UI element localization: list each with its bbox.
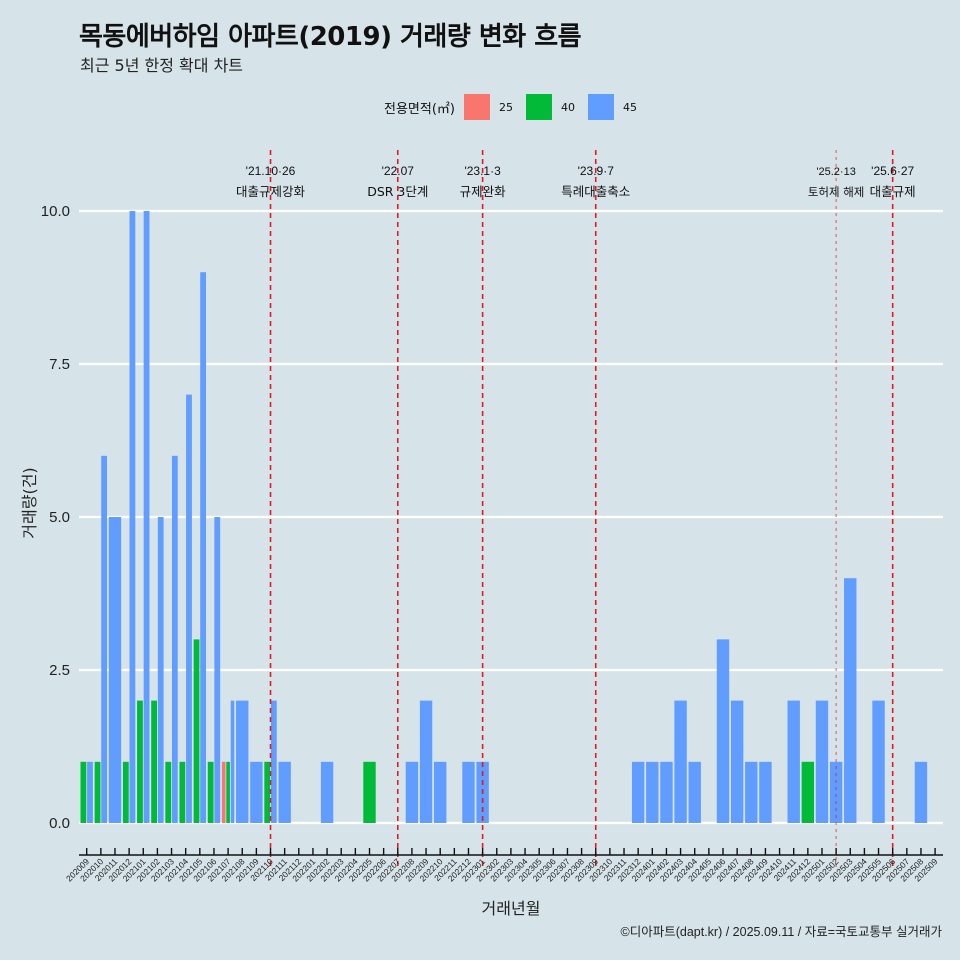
bar-45-202403 [674, 700, 687, 823]
bar-45-202101 [143, 211, 150, 823]
bar-25-202107 [221, 761, 226, 823]
annotation-label: 대출규제 [870, 184, 916, 199]
bar-45-202202 [320, 761, 334, 823]
bar-45-202110 [270, 700, 277, 823]
y-tick-label: 0.0 [49, 815, 70, 832]
bar-40-202009 [80, 761, 87, 823]
bar-45-202505 [872, 700, 885, 823]
annotation-label: 토허제 해제 [808, 185, 865, 199]
bar-45-202009 [87, 761, 93, 823]
bar-45-202210 [434, 761, 447, 823]
bar-45-202010 [101, 455, 108, 823]
annotation-label: 특례대출축소 [561, 184, 630, 199]
bar-40-202110 [264, 761, 271, 823]
bar-40-202103 [165, 761, 172, 823]
legend-label-45: 45 [622, 100, 637, 114]
y-tick-label: 7.5 [49, 356, 70, 373]
bar-45-202411 [787, 700, 800, 823]
bar-45-202109 [250, 761, 263, 823]
bar-40-202412 [801, 761, 815, 823]
legend-label-40: 40 [560, 100, 575, 114]
bar-45-202102 [157, 517, 164, 823]
legend-swatch-25 [463, 94, 490, 120]
y-axis-title: 거래량(건) [20, 467, 39, 538]
annotation-date: '23.9·7 [578, 164, 615, 178]
gridlines [79, 209, 943, 825]
bars [80, 211, 928, 823]
x-axis: 2020092020102020112020122021012021022021… [64, 848, 943, 883]
annotation-date: '21.10·26 [246, 164, 296, 178]
bar-40-202102 [151, 700, 157, 823]
annotation-labels: '21.10·26 대출규제강화 '22.07 DSR 3단계 '23.1·3 규제완화 '… [236, 164, 916, 199]
bar-45-202105 [200, 272, 207, 823]
bar-45-202111 [278, 761, 291, 823]
bar-45-202503 [844, 578, 857, 823]
bar-45-202409 [759, 761, 772, 823]
bar-45-202406 [716, 639, 730, 823]
annotation-label: 대출규제강화 [236, 184, 306, 199]
bar-45-202407 [730, 700, 744, 823]
annotation-date: '22.07 [382, 164, 415, 178]
y-axis: 0.0 2.5 5.0 7.5 10.0 [41, 203, 70, 832]
legend-title: 전용면적(㎡) [384, 101, 455, 117]
bar-45-202209 [419, 700, 433, 823]
bar-45-202012 [129, 211, 136, 823]
x-axis-title: 거래년월 [482, 899, 541, 918]
bar-45-202212 [462, 761, 475, 823]
bar-45-202011 [108, 517, 122, 823]
bar-40-202104 [179, 761, 186, 823]
bar-45-202104 [186, 394, 192, 823]
chart-title: 목동에버하임 아파트(2019) 거래량 변화 흐름 [79, 22, 582, 52]
y-tick-label: 10.0 [41, 203, 70, 220]
bar-40-202205 [363, 761, 376, 823]
bar-45-202402 [660, 761, 673, 823]
bar-40-202105 [193, 639, 200, 823]
bar-40-202107 [226, 761, 230, 823]
bar-40-202012 [122, 761, 129, 823]
bar-45-202502 [829, 761, 843, 823]
bar-45-202312 [631, 761, 645, 823]
annotation-date: '23.1·3 [464, 164, 501, 178]
legend: 전용면적(㎡) 25 40 45 [384, 93, 650, 121]
y-tick-label: 2.5 [49, 662, 70, 679]
annotation-label: 규제완화 [460, 184, 507, 199]
bar-45-202106 [214, 517, 221, 823]
annotation-date: '25.2·13 [816, 166, 855, 178]
bar-45-202501 [815, 700, 829, 823]
legend-swatch-45 [587, 94, 614, 120]
bar-40-202106 [207, 761, 214, 823]
annotation-date: '25.6·27 [871, 164, 914, 178]
annotation-lines [269, 150, 894, 870]
chart-subtitle: 최근 5년 한정 확대 차트 [80, 56, 244, 75]
bar-40-202010 [94, 761, 101, 823]
bar-45-202107 [230, 700, 235, 823]
footer-credit: ©디아파트(dapt.kr) / 2025.09.11 / 자료=국토교통부 실… [621, 925, 943, 939]
annotation-label: DSR 3단계 [367, 184, 428, 199]
bar-40-202101 [137, 700, 143, 823]
bar-45-202408 [745, 761, 758, 823]
y-tick-label: 5.0 [49, 509, 70, 526]
bar-45-202208 [405, 761, 419, 823]
legend-label-25: 25 [498, 100, 513, 114]
bar-45-202103 [171, 455, 178, 823]
bar-45-202401 [646, 761, 659, 823]
bar-45-202108 [236, 700, 249, 823]
bar-45-202508 [914, 761, 928, 823]
legend-swatch-40 [525, 94, 552, 120]
bar-45-202404 [688, 761, 701, 823]
